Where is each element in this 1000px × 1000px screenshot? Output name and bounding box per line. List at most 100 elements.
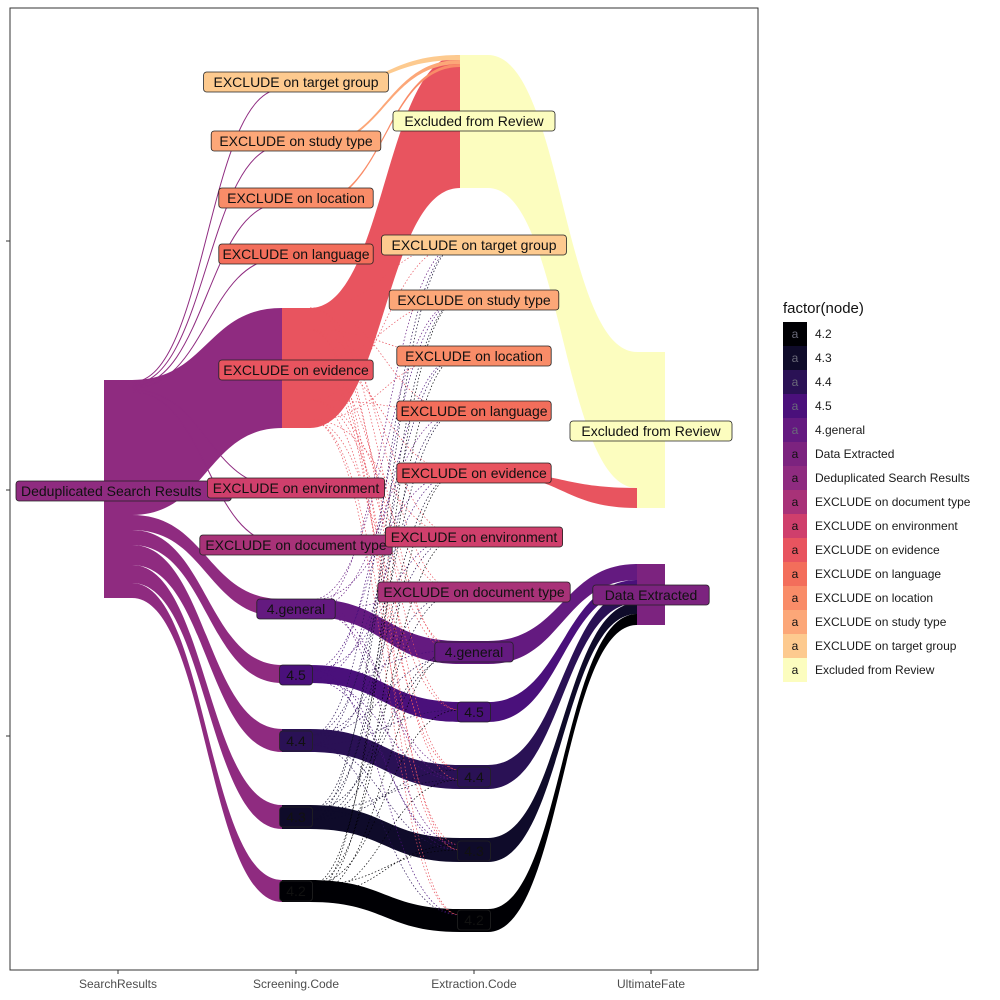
- legend-item-exclude-on-environment: a EXCLUDE on environment: [783, 514, 958, 538]
- node-label-screening-code-exclude-on-language: EXCLUDE on language: [218, 243, 374, 265]
- legend-key-glyph: a: [792, 591, 799, 605]
- legend-item-exclude-on-language: a EXCLUDE on language: [783, 562, 941, 586]
- flow-thread-50: [309, 355, 461, 746]
- flow-thread-65: [309, 355, 461, 886]
- node-label-text: EXCLUDE on language: [222, 246, 369, 262]
- flow-thread-62: [309, 591, 461, 821]
- flow-deduplicated-search-results-3: [132, 545, 282, 752]
- legend-label-excluded-from-review: Excluded from Review: [815, 663, 935, 677]
- flow-4-3-20: [488, 603, 637, 862]
- flow-thread-57: [309, 649, 461, 811]
- node-label-extraction-code-4-2: 4.2: [457, 909, 491, 931]
- flow-4-5-18: [488, 580, 637, 722]
- legend-key-glyph: a: [792, 495, 799, 509]
- node-label-text: 4.3: [286, 809, 306, 825]
- flow-thread-24: [309, 419, 461, 851]
- legend-key-glyph: a: [792, 447, 799, 461]
- node-label-box: [569, 420, 733, 442]
- legend-key-exclude-on-environment: [783, 514, 807, 538]
- flow-thread-21: [309, 419, 461, 537]
- node-label-box: [457, 766, 491, 788]
- node-label-box: [381, 234, 567, 256]
- flow-thread-53: [309, 744, 461, 916]
- node-label-text: 4.general: [267, 601, 325, 617]
- flow-thread-73: [309, 844, 461, 896]
- flow-exclude-on-study-type-13: [310, 60, 460, 148]
- flow-thread-9: [309, 329, 461, 851]
- legend-key-4-5: [783, 394, 807, 418]
- legend-label-4-5: 4.5: [815, 399, 832, 413]
- legend-key-deduplicated-search-results: [783, 466, 807, 490]
- node-label-text: EXCLUDE on environment: [391, 529, 558, 545]
- flow-exclude-on-evidence-16: [488, 472, 637, 508]
- node-label-text: EXCLUDE on evidence: [223, 362, 369, 378]
- legend-label-exclude-on-document-type: EXCLUDE on document type: [815, 495, 971, 509]
- flow-thread-72: [309, 649, 461, 896]
- flow-thread-17: [309, 399, 461, 593]
- flow-thread-52: [309, 709, 461, 746]
- x-tick-label-searchresults: SearchResults: [79, 977, 157, 991]
- legend-item-exclude-on-location: a EXCLUDE on location: [783, 586, 933, 610]
- legend-key-exclude-on-language: [783, 562, 807, 586]
- plot-panel-border: [9, 7, 759, 971]
- flow-thread-63: [309, 769, 461, 821]
- node-label-text: 4.2: [464, 912, 484, 928]
- legend-key-glyph: a: [792, 471, 799, 485]
- flow-thread-38: [309, 669, 461, 916]
- node-label-box: [396, 462, 552, 484]
- legend-item-excluded-from-review: a Excluded from Review: [783, 658, 935, 682]
- flow-thread-35: [309, 355, 461, 671]
- node-label-text: EXCLUDE on location: [227, 190, 365, 206]
- flow-layer: [132, 55, 637, 932]
- node-label-text: 4.general: [445, 644, 503, 660]
- legend-key-exclude-on-target-group: [783, 634, 807, 658]
- node-label-extraction-code-4-general: 4.general: [434, 641, 514, 663]
- flow-4-general-17: [488, 564, 637, 664]
- legend-label-exclude-on-location: EXCLUDE on location: [815, 591, 933, 605]
- legend-key-4-3: [783, 346, 807, 370]
- legend-key-glyph: a: [792, 423, 799, 437]
- legend-item-4-2: a 4.2: [783, 322, 832, 346]
- node-label-box: [279, 664, 313, 686]
- node-label-text: EXCLUDE on study type: [219, 133, 373, 149]
- node-label-text: 4.2: [286, 883, 306, 899]
- flow-thread-70: [309, 299, 461, 896]
- legend-label-exclude-on-language: EXCLUDE on language: [815, 567, 941, 581]
- node-label-box: [434, 641, 514, 663]
- flow-4-5-8: [310, 665, 460, 722]
- node-label-extraction-code-exclude-on-location: EXCLUDE on location: [396, 345, 552, 367]
- legend-label-data-extracted: Data Extracted: [815, 447, 894, 461]
- node-label-extraction-code-exclude-on-study-type: EXCLUDE on study type: [388, 289, 560, 311]
- flow-deduplicated-search-results-1: [132, 515, 282, 617]
- node-label-box: [457, 701, 491, 723]
- legend-label-exclude-on-environment: EXCLUDE on environment: [815, 519, 958, 533]
- node-label-screening-code-exclude-on-study-type: EXCLUDE on study type: [210, 130, 382, 152]
- flow-4-4-9: [310, 729, 460, 789]
- legend-item-exclude-on-evidence: a EXCLUDE on evidence: [783, 538, 940, 562]
- flow-4-2-11: [310, 880, 460, 932]
- legend-key-4-2: [783, 322, 807, 346]
- node-label-layer: Deduplicated Search Results EXCLUDE on ta…: [15, 71, 733, 931]
- node-label-text: Deduplicated Search Results: [21, 483, 202, 499]
- flow-4-3-10: [310, 805, 460, 862]
- legend-item-exclude-on-document-type: a EXCLUDE on document type: [783, 490, 971, 514]
- node-label-screening-code-4-general: 4.general: [256, 598, 336, 620]
- node-label-text: 4.5: [286, 667, 306, 683]
- legend-key-glyph: a: [792, 351, 799, 365]
- node-label-box: [210, 130, 382, 152]
- node-label-box: [279, 730, 313, 752]
- flow-thread-69: [309, 849, 461, 886]
- flow-thread-51: [309, 535, 461, 746]
- node-label-box: [279, 806, 313, 828]
- legend-key-glyph: a: [792, 543, 799, 557]
- flow-thread-68: [309, 884, 461, 916]
- legend-key-glyph: a: [792, 663, 799, 677]
- legend-key-exclude-on-evidence: [783, 538, 807, 562]
- legend-label-exclude-on-study-type: EXCLUDE on study type: [815, 615, 947, 629]
- legend-key-glyph: a: [792, 567, 799, 581]
- legend-key-4-general: [783, 418, 807, 442]
- legend-item-exclude-on-study-type: a EXCLUDE on study type: [783, 610, 947, 634]
- node-label-text: 4.5: [464, 704, 484, 720]
- node-label-box: [206, 477, 385, 499]
- flow-thread-33: [309, 609, 461, 771]
